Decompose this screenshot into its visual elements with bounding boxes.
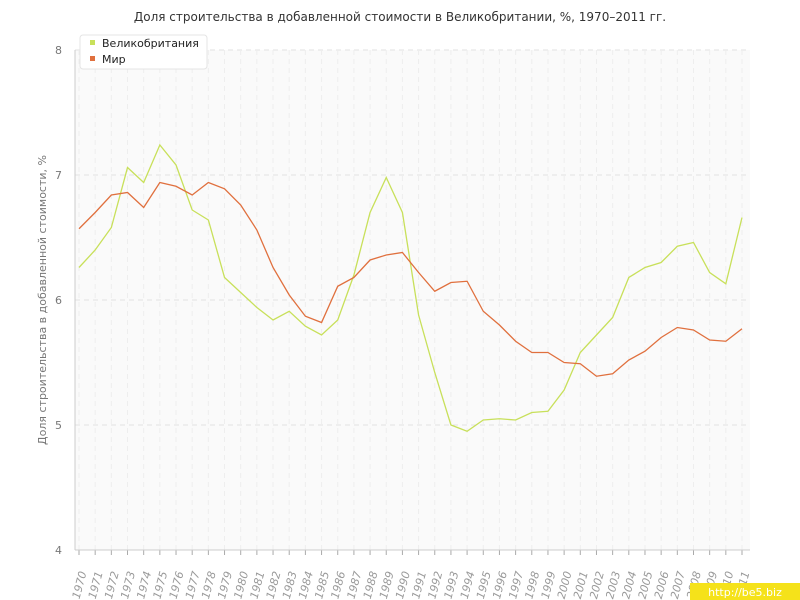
series-line (78, 181, 743, 377)
legend-marker (90, 40, 95, 45)
legend-box (79, 34, 208, 70)
legend-label: Великобритания (102, 37, 199, 50)
y-axis-label: Доля строительства в добавленной стоимос… (36, 155, 49, 445)
legend-label: Мир (102, 53, 126, 66)
y-tick-label: 8 (55, 44, 62, 57)
watermark: http://be5.biz (708, 586, 782, 599)
legend-marker (90, 56, 95, 61)
y-tick-label: 6 (55, 294, 62, 307)
watermark-bg (690, 583, 800, 600)
y-tick-label: 7 (55, 169, 62, 182)
series-line (78, 143, 743, 432)
chart-title: Доля строительства в добавленной стоимос… (134, 10, 666, 24)
y-tick-label: 5 (55, 419, 62, 432)
y-tick-label: 4 (55, 544, 62, 557)
